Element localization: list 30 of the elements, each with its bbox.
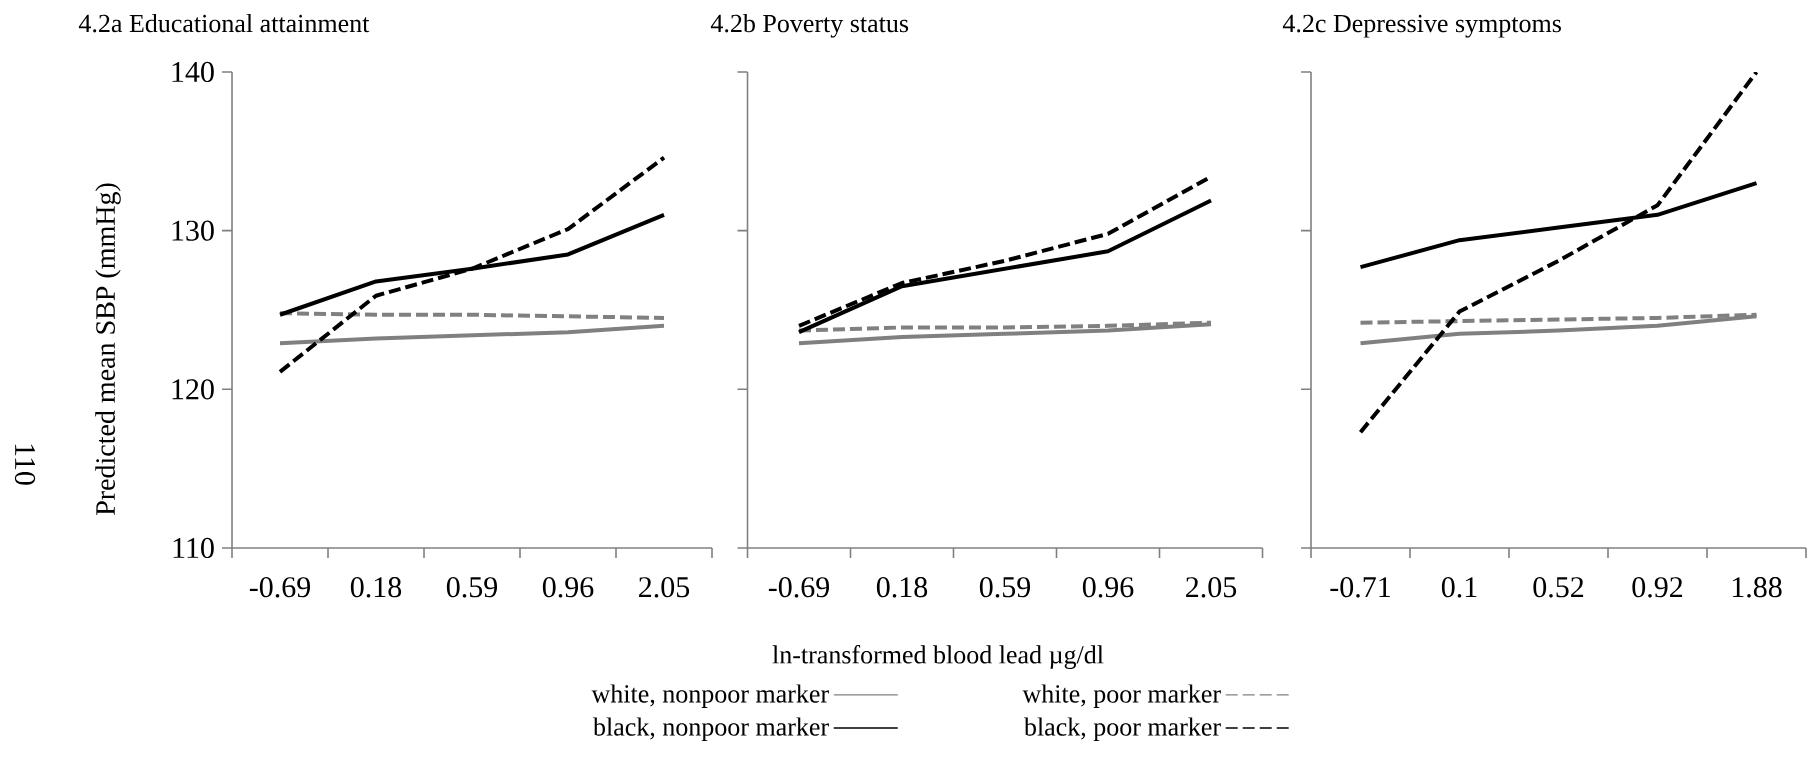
y-axis-title: Predicted mean SBP (mmHg) <box>95 183 121 516</box>
x-tick-label: 0.1 <box>1441 577 1477 598</box>
x-tick-label: 0.96 <box>1082 577 1134 598</box>
line-series <box>278 155 666 374</box>
x-tick-label: 0.59 <box>979 577 1031 598</box>
y-tick-label: 130 <box>172 220 214 241</box>
chart-title: 4.2b Poverty status <box>710 13 909 38</box>
chart-title: 4.2c Depressive symptoms <box>1282 14 1561 38</box>
x-tick-label: 2.05 <box>1186 577 1237 598</box>
x-tick-label: 0.92 <box>1632 577 1683 598</box>
x-tick-label: 2.05 <box>639 577 690 598</box>
x-axis-title: ln-transformed blood lead µg/dl <box>772 645 1104 669</box>
legend-label: white, poor marker <box>1022 684 1221 708</box>
text: 110 <box>14 444 36 485</box>
x-tick-label: -0.71 <box>1330 577 1390 598</box>
x-tick-label: -0.69 <box>768 577 830 598</box>
x-tick-label: 0.59 <box>446 577 498 598</box>
x-tick-label: 0.52 <box>1533 577 1584 598</box>
y-tick-label: 140 <box>172 61 214 83</box>
y-tick-label: 120 <box>172 379 214 400</box>
x-tick-label: 0.18 <box>350 577 402 598</box>
legend-label: black, nonpoor marker <box>593 717 829 741</box>
legend-label: white, nonpoor marker <box>591 684 829 708</box>
x-tick-label: 1.88 <box>1732 577 1782 598</box>
legend-label: black, poor marker <box>1023 717 1221 741</box>
x-tick-label: 0.96 <box>542 577 594 598</box>
x-tick-label: 0.18 <box>876 577 928 598</box>
x-tick-label: -0.69 <box>249 577 311 598</box>
y-tick-label: 110 <box>173 537 214 559</box>
chart-title: 4.2a Educational attainment <box>78 13 370 33</box>
